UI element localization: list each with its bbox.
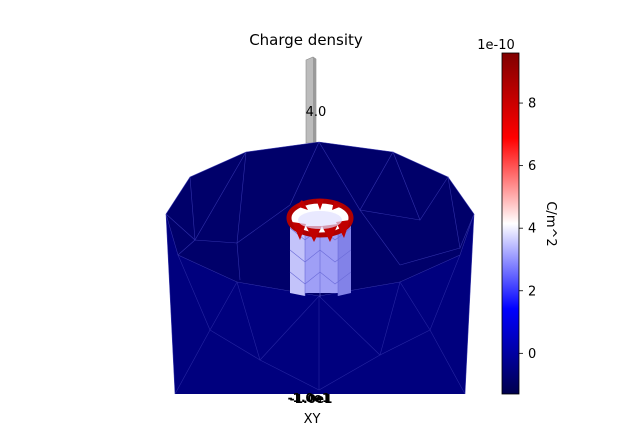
x-axis-label: XY (304, 412, 321, 427)
x-axis-tick-cluster: -1.0e1 (288, 391, 331, 405)
colorbar (501, 52, 520, 395)
colorbar-tick-label-1: 2 (528, 284, 536, 299)
colorbar-tick-label-3: 6 (528, 159, 536, 174)
inner-cylinder-rim (286, 198, 354, 242)
z-axis-tick-label: 4.0 (306, 105, 327, 120)
z-axis-pole (305, 56, 317, 144)
colorbar-tick-label-4: 8 (528, 97, 536, 112)
x-axis-tick-cluster-2: -1.0e1 (290, 392, 333, 406)
colorbar-tick-label-2: 4 (528, 222, 536, 237)
outer-cylinder-front-wall (165, 213, 475, 395)
colorbar-tick-label-0: 0 (528, 347, 536, 362)
colorbar-ticks: 0 2 4 6 8 (519, 97, 536, 362)
colorbar-exponent: 1e-10 (477, 38, 515, 53)
chart-title: Charge density (249, 31, 363, 49)
colorbar-label: C/m^2 (543, 201, 558, 246)
